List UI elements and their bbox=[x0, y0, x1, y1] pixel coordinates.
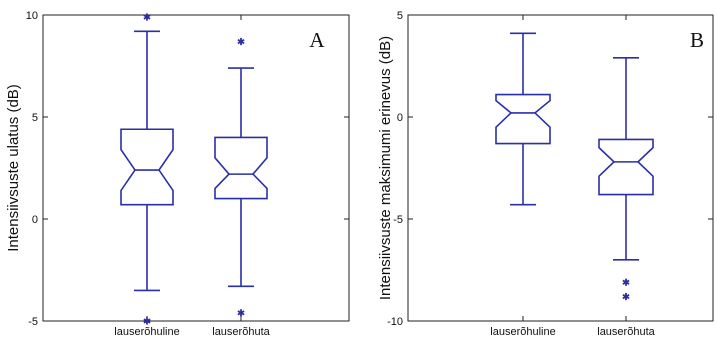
panel-b-box-2-outlier-marker bbox=[622, 292, 630, 301]
panel-b-axes-frame bbox=[407, 14, 714, 322]
panel-b-category-label: lauserõhuline bbox=[490, 326, 555, 338]
panel-b-category-label: lauserõhuta bbox=[597, 326, 655, 338]
panel-a-category-label: lauserõhuline bbox=[114, 326, 179, 338]
panel-b-box-2-outlier-marker bbox=[622, 278, 630, 286]
panel-b-panel-letter: B bbox=[690, 28, 704, 52]
panel-a-box-1-notched-box bbox=[120, 128, 174, 206]
panel-a-box-1-outlier-marker bbox=[143, 13, 151, 21]
panel-a-category-label: lauserõhuta bbox=[212, 326, 270, 338]
panel-a-box-2-notched-box bbox=[214, 136, 268, 200]
panel-a-box-2-outlier-marker bbox=[237, 309, 245, 317]
panel-b-ytick-label: -10 bbox=[387, 316, 403, 328]
panel-b-ytick-label: -5 bbox=[393, 214, 403, 226]
panel-a-box-2-outlier-marker bbox=[237, 37, 245, 46]
panel-a-box-1-outlier-marker bbox=[143, 317, 151, 325]
panel-b-ytick-label: 0 bbox=[397, 112, 403, 124]
panel-a-ytick-label: 10 bbox=[26, 10, 38, 22]
panel-a-ytick-label: 0 bbox=[32, 214, 38, 226]
panel-a-ytick-label: -5 bbox=[28, 316, 38, 328]
panel-b-y-axis-label: Intensiivsuste maksimumi erinevus (dB) bbox=[377, 36, 394, 300]
panel-b-ytick-label: 5 bbox=[397, 10, 403, 22]
panel-a-axes-frame bbox=[42, 14, 350, 322]
panel-b-box-1-notched-box bbox=[495, 93, 551, 145]
panel-b-box-2-notched-box bbox=[598, 138, 654, 196]
panel-a-y-axis-label: Intensiivsuste ulatus (dB) bbox=[5, 84, 22, 252]
panel-a-ytick-label: 5 bbox=[32, 112, 38, 124]
panel-a-panel-letter: A bbox=[309, 28, 325, 52]
